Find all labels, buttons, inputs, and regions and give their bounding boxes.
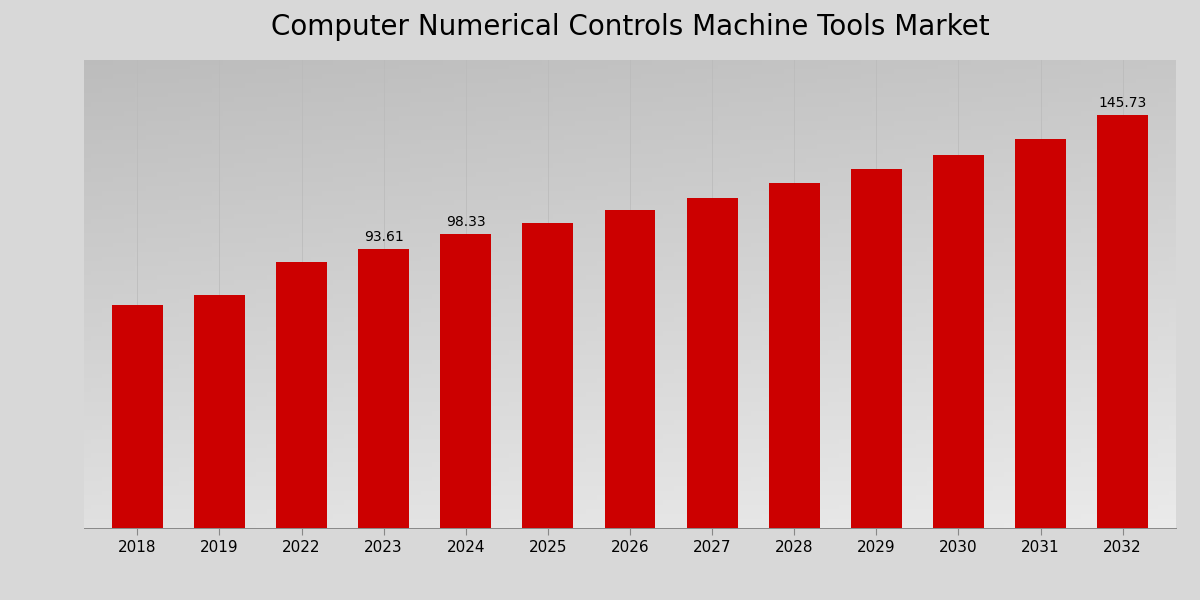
Bar: [769, 184, 820, 528]
Bar: [522, 223, 574, 528]
Bar: [112, 305, 163, 528]
Text: 145.73: 145.73: [1098, 95, 1147, 110]
Bar: [1097, 115, 1148, 528]
Bar: [440, 235, 491, 528]
Bar: [605, 211, 655, 528]
Bar: [851, 169, 901, 528]
Bar: [276, 262, 328, 528]
Title: Computer Numerical Controls Machine Tools Market: Computer Numerical Controls Machine Tool…: [271, 13, 989, 41]
Bar: [686, 197, 738, 528]
Bar: [932, 155, 984, 528]
Bar: [1015, 139, 1066, 528]
Text: 93.61: 93.61: [364, 230, 403, 244]
Bar: [359, 249, 409, 528]
Bar: [194, 295, 245, 528]
Text: 98.33: 98.33: [446, 215, 486, 229]
